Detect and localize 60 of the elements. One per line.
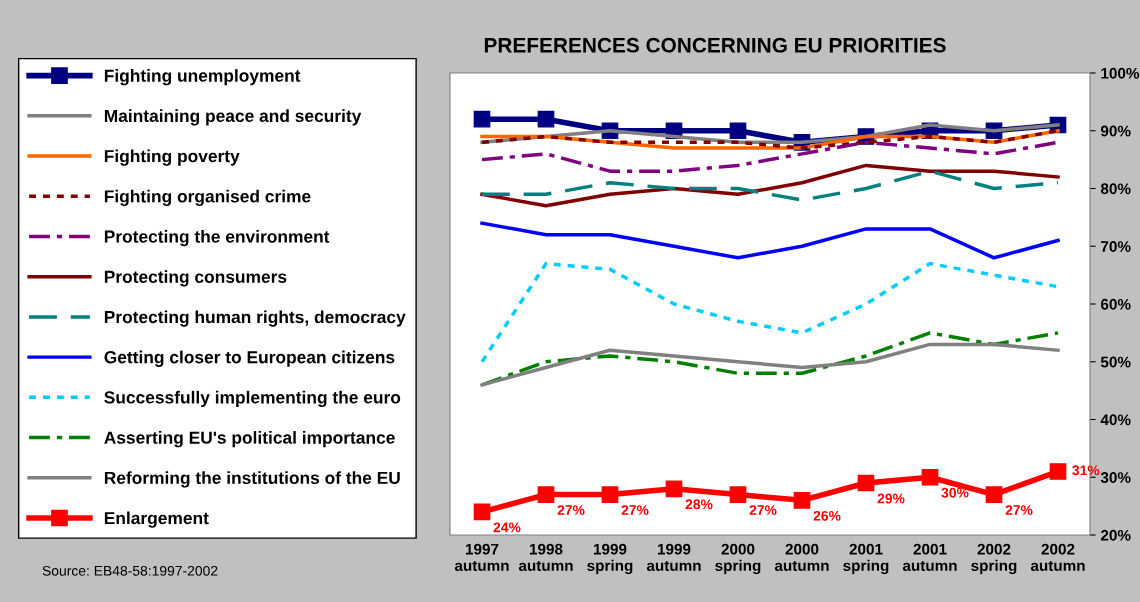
x-tick-label: 2000 autumn [774,543,829,572]
data-label: 27% [621,505,649,515]
legend-label: Protecting consumers [104,270,287,287]
x-tick-label: 2002 autumn [1030,543,1085,572]
x-tick-label: 1998 autumn [518,543,573,572]
y-tick-label: 80% [1100,183,1131,195]
data-label: 27% [1005,505,1033,515]
x-tick-label: 1999 spring [587,543,633,575]
x-tick-label: 1999 autumn [646,543,701,572]
point [921,468,939,486]
y-tick-label: 30% [1100,472,1131,483]
data-label: 29% [877,493,905,504]
legend-label: Enlargement [104,511,209,528]
data-label: 28% [685,499,713,510]
y-tick-label: 40% [1100,414,1131,426]
legend-label: Protecting the environment [104,229,330,247]
data-label: 31% [1072,465,1100,476]
line-series [480,169,1060,202]
data-label: 27% [749,505,777,515]
point [601,486,619,503]
legend-label: Fighting poverty [104,149,240,166]
legend-label: Protecting human rights, democracy [104,310,406,327]
x-tick-label: 2001 autumn [902,543,957,572]
point [537,486,555,503]
legend-label: Asserting EU's political importance [104,431,395,448]
legend-label: Successfully implementing the euro [104,390,401,408]
line-series [480,163,1060,208]
data-label: 30% [941,487,969,498]
point [985,486,1003,503]
point [793,492,811,509]
y-tick-label: 70% [1101,241,1131,252]
legend-label: Fighting unemployment [104,69,301,86]
point [473,503,491,521]
point [473,110,491,128]
y-tick-label: 60% [1100,298,1131,310]
legend-label: Reforming the institutions of the EU [104,471,400,488]
y-tick-label: 100% [1101,67,1140,79]
point [857,474,875,492]
data-label: 24% [493,522,521,533]
x-tick-label: 2001 spring [843,543,889,575]
y-tick-label: 90% [1100,125,1131,137]
y-tick-label: 50% [1100,356,1131,368]
line-series [480,342,1060,387]
data-label: 26% [813,510,841,521]
point [665,480,683,498]
line-series [480,221,1060,260]
point [1049,463,1067,480]
point [729,122,747,140]
data-label: 27% [557,505,585,515]
chart-title: PREFERENCES CONCERNING EU PRIORITIES [484,37,946,53]
point [729,486,747,503]
point [537,110,555,128]
y-tick-label: 20% [1100,529,1131,541]
legend-label: Getting closer to European citizens [104,350,395,367]
x-tick-label: 1997 autumn [454,543,509,572]
legend-label: Maintaining peace and security [104,109,362,126]
x-tick-label: 2002 spring [971,543,1017,575]
source-note: Source: EB48-58:1997-2002 [42,565,218,576]
legend-label: Fighting organised crime [104,189,311,207]
x-tick-label: 2000 spring [715,543,761,575]
